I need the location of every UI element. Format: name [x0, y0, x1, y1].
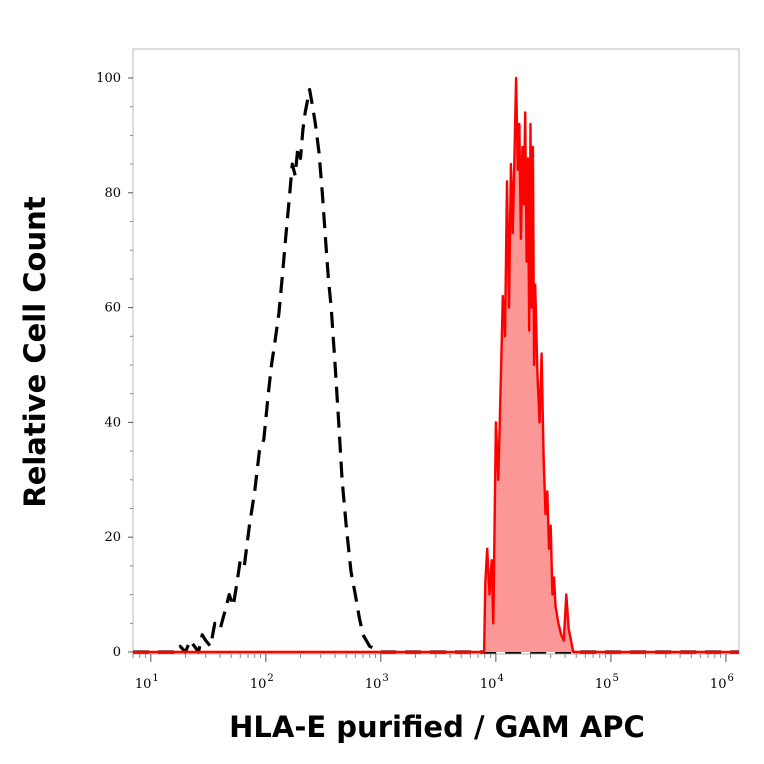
y-tick-label: 40	[104, 415, 121, 430]
x-tick-label: 101	[135, 673, 159, 692]
x-axis-title: HLA-E purified / GAM APC	[229, 710, 645, 744]
series-1-line	[133, 87, 739, 654]
axis-layer: 0 20 40 60 80 100 101 102 103 104 105 106	[96, 71, 734, 692]
y-tick-label: 60	[104, 301, 121, 316]
series-2-line	[133, 76, 739, 654]
x-tick-label: 103	[365, 673, 389, 692]
x-tick-label: 105	[595, 673, 619, 692]
y-axis-title: Relative Cell Count	[18, 196, 52, 507]
x-tick-label: 106	[710, 673, 734, 692]
x-tick-label: 104	[480, 673, 504, 692]
x-tick-label: 102	[250, 673, 274, 692]
y-tick-label: 80	[104, 186, 121, 201]
y-tick-label: 20	[104, 530, 121, 545]
y-tick-label: 100	[96, 71, 121, 86]
series-layer	[133, 76, 739, 654]
series-2-fill	[133, 78, 739, 652]
plot-frame	[132, 48, 740, 655]
y-tick-label: 0	[113, 645, 121, 660]
